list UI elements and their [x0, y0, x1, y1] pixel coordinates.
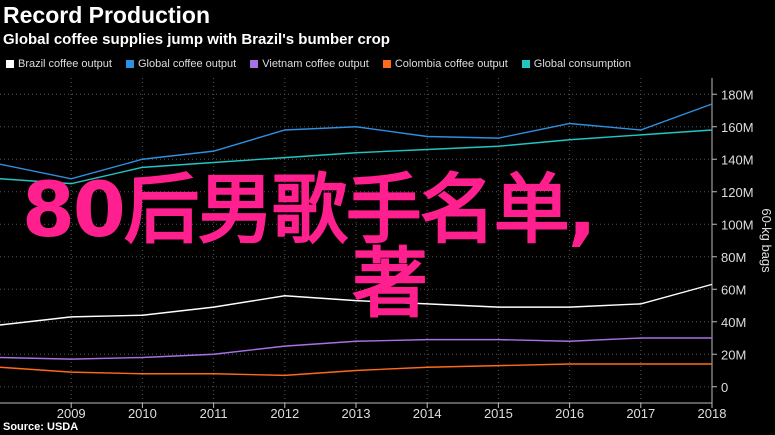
series-line	[0, 129, 713, 185]
x-tick-label: 2012	[270, 406, 299, 421]
legend-label: Global consumption	[533, 58, 632, 70]
y-tick-label: 160M	[721, 120, 754, 135]
y-tick-label: 40M	[721, 315, 746, 330]
legend-label: Brazil coffee output	[18, 58, 112, 70]
series-line	[0, 103, 713, 180]
y-tick-label: 0	[721, 380, 728, 395]
legend-item: Colombia coffee output	[382, 58, 508, 70]
x-tick-label: 2016	[555, 406, 584, 421]
legend-swatch	[250, 60, 259, 68]
legend-label: Vietnam coffee output	[262, 58, 369, 70]
legend-swatch	[6, 60, 14, 68]
series-line	[0, 283, 713, 326]
legend-label: Colombia coffee output	[394, 58, 508, 70]
series-line	[0, 363, 712, 377]
x-tick-label: 2017	[626, 406, 655, 421]
chart-title: Record Production	[3, 2, 211, 28]
legend-item: Brazil coffee output	[6, 58, 112, 70]
y-tick-label: 80M	[721, 250, 746, 265]
legend-item: Vietnam coffee output	[250, 58, 369, 70]
legend-label: Global coffee output	[137, 58, 237, 70]
legend-swatch	[382, 60, 391, 68]
chart-subtitle: Global coffee supplies jump with Brazil'…	[3, 31, 390, 48]
chart-legend: Brazil coffee output Global coffee output…	[6, 58, 631, 70]
x-tick-label: 2014	[413, 406, 442, 421]
series-line	[0, 337, 712, 360]
y-tick-label: 140M	[721, 152, 754, 167]
y-tick-label: 20M	[721, 347, 746, 362]
legend-item: Global coffee output	[125, 58, 237, 70]
y-axis-label: 60-kg bags	[759, 208, 774, 273]
y-tick-label: 100M	[721, 217, 754, 232]
x-tick-label: 2018	[698, 406, 727, 421]
x-tick-label: 2009	[57, 406, 86, 421]
x-tick-label: 2011	[200, 406, 228, 421]
y-tick-label: 120M	[721, 185, 754, 200]
x-tick-label: 2015	[484, 406, 513, 421]
x-tick-label: 2010	[128, 406, 157, 421]
x-tick-label: 2013	[342, 406, 371, 421]
legend-swatch	[125, 60, 134, 68]
y-tick-label: 60M	[721, 282, 746, 297]
source-note: Source: USDA	[3, 421, 79, 433]
y-tick-label: 180M	[721, 87, 754, 102]
legend-item: Global consumption	[521, 58, 632, 70]
legend-swatch	[521, 60, 530, 68]
